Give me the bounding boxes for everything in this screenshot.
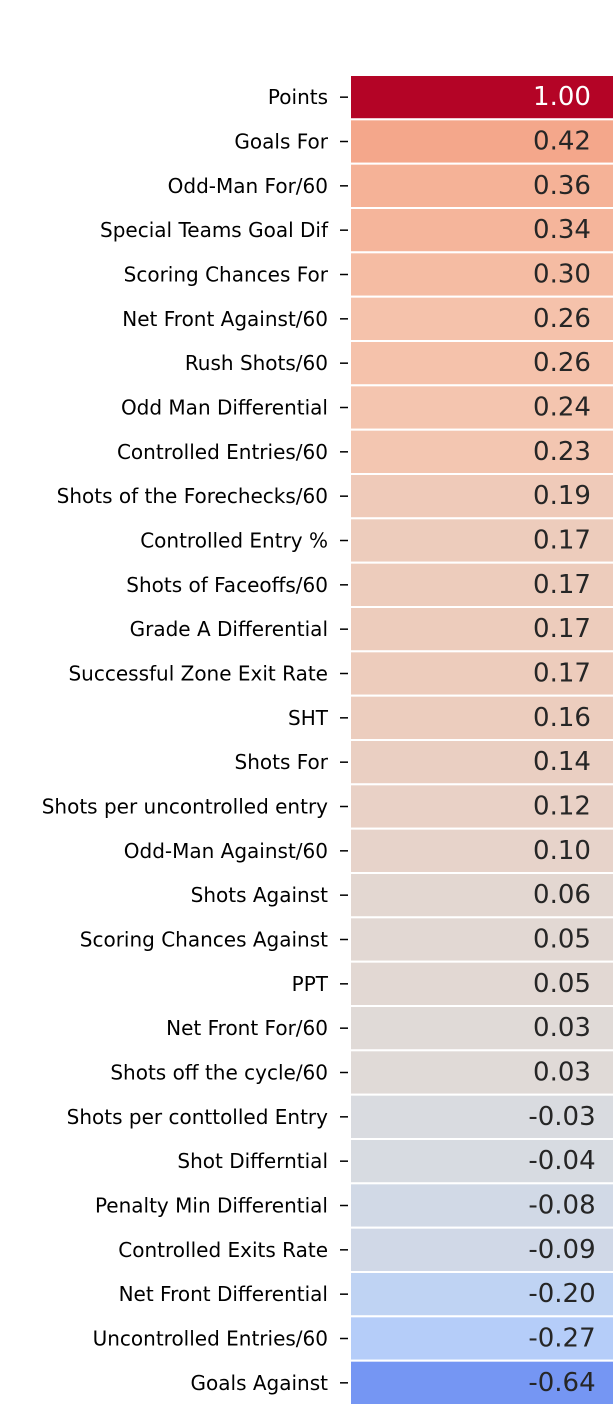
cell-value-label: 0.17 [533,614,591,644]
y-tick-label: Shot Differntial [177,1149,328,1173]
cell-value-label: -0.08 [528,1191,595,1221]
y-tick-label: Scoring Chances Against [80,928,328,952]
cell-value-label: 0.17 [533,570,591,600]
cell-value-label: -0.20 [528,1279,595,1309]
heatmap-cell [349,295,614,342]
cell-value-label: 0.10 [533,836,591,866]
y-tick-label: Goals For [234,130,328,154]
y-tick-label: Controlled Exits Rate [118,1238,328,1262]
y-axis-tick-labels: Points Goals For Odd-Man For/60 Special Tea… [42,85,329,1395]
cell-value-label: 0.16 [533,703,591,733]
y-tick-label: Shots Against [191,883,329,907]
y-tick-label: Successful Zone Exit Rate [68,662,328,686]
cell-value-label: 0.12 [533,792,591,822]
cell-value-label: 0.03 [533,1013,591,1043]
y-tick-label: SHT [288,706,329,730]
heatmap-cell [349,1005,614,1052]
y-tick-label: PPT [292,972,329,996]
heatmap-cell [349,650,614,697]
y-tick-label: Odd-Man For/60 [168,174,328,198]
y-tick-label: Uncontrolled Entries/60 [93,1327,328,1351]
cell-value-label: 0.34 [533,215,591,245]
y-tick-label: Shots of Faceoffs/60 [126,573,328,597]
y-tick-label: Scoring Chances For [124,263,329,287]
heatmap-cell [349,74,614,121]
heatmap-cell [349,916,614,963]
heatmap-cell [349,872,614,919]
cell-value-label: 0.24 [533,393,591,423]
y-tick-label: Net Front For/60 [166,1016,328,1040]
cell-value-label: 0.23 [533,437,591,467]
heatmap-cell [349,517,614,564]
heatmap-cell [349,1182,614,1229]
y-tick-label: Rush Shots/60 [185,351,328,375]
heatmap-cell [349,606,614,653]
cell-value-label: 0.17 [533,659,591,689]
heatmap-cell [349,783,614,830]
cell-value-label: 0.05 [533,969,591,999]
cell-value-label: -0.04 [528,1146,595,1176]
y-tick-label: Controlled Entries/60 [117,440,328,464]
cell-value-label: 1.00 [533,82,591,112]
y-tick-label: Points [268,85,328,109]
cell-value-label: -0.03 [528,1102,595,1132]
cell-value-label: 0.26 [533,348,591,378]
heatmap-cell [349,473,614,520]
heatmap-cell [349,340,614,387]
cell-value-label: 0.17 [533,526,591,556]
heatmap-cell [349,960,614,1008]
cell-value-label: -0.09 [528,1235,595,1265]
heatmap-cell [349,251,614,298]
cell-value-label: 0.26 [533,304,591,334]
cell-value-labels: 1.00 0.42 0.36 0.34 0.30 0.26 0.26 0.24 0.23 0.19… [528,82,595,1398]
cell-value-label: -0.64 [528,1368,595,1398]
cell-value-label: 0.14 [533,747,591,777]
heatmap-cell [349,1093,614,1140]
y-axis-ticks [340,96,348,1384]
y-tick-label: Net Front Differential [119,1282,328,1306]
y-tick-label: Shots per conttolled Entry [67,1105,328,1129]
y-tick-label: Controlled Entry % [140,529,328,553]
heatmap-cell [349,162,614,210]
y-tick-label: Odd-Man Against/60 [124,839,328,863]
y-tick-label: Odd Man Differential [121,396,328,420]
y-tick-label: Goals Against [191,1371,329,1395]
y-tick-label: Shots of the Forechecks/60 [57,484,328,508]
y-tick-label: Shots off the cycle/60 [110,1061,328,1085]
heatmap-cell [349,118,614,165]
y-tick-label: Grade A Differential [130,617,328,641]
heatmap-cell [349,428,614,475]
cell-value-label: -0.27 [528,1324,595,1354]
y-tick-label: Shots per uncontrolled entry [42,795,328,819]
y-tick-label: Special Teams Goal Dif [100,218,329,242]
y-tick-label: Shots For [235,750,329,774]
y-tick-label: Net Front Against/60 [122,307,328,331]
cell-value-label: 0.06 [533,880,591,910]
cell-value-label: 0.03 [533,1058,591,1088]
cell-value-label: 0.42 [533,127,591,157]
cell-value-label: 0.36 [533,171,591,201]
heatmap-cell [349,561,614,609]
y-tick-label: Penalty Min Differential [95,1194,328,1218]
cell-value-label: 0.30 [533,260,591,290]
heatmap-cells [349,74,614,1406]
heatmap-cell [349,1359,614,1406]
heatmap-cell [349,207,614,254]
heatmap-cell [349,1226,614,1273]
cell-value-label: 0.05 [533,925,591,955]
heatmap-cell [349,384,614,431]
heatmap-cell [349,827,614,875]
cell-value-label: 0.19 [533,481,591,511]
heatmap-cell [349,1138,614,1185]
